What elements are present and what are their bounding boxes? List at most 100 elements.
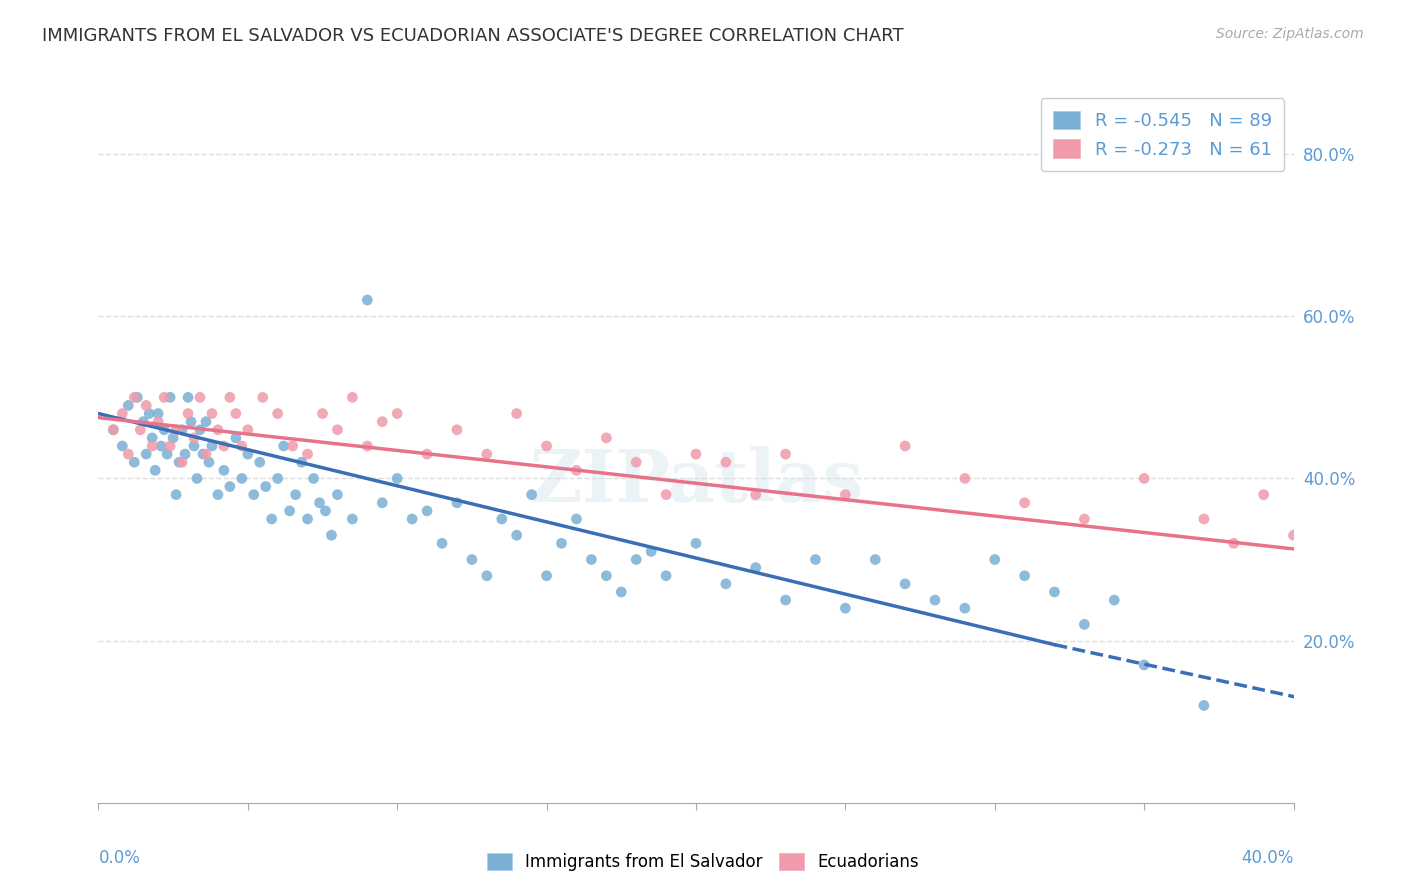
Point <box>231 439 253 453</box>
Point <box>775 593 797 607</box>
Point <box>156 447 179 461</box>
Point <box>1192 512 1215 526</box>
Point <box>138 407 160 421</box>
Point <box>626 552 648 566</box>
Point <box>1104 593 1126 607</box>
Point <box>565 512 588 526</box>
Text: ZIPatlas: ZIPatlas <box>529 446 863 517</box>
Point <box>1133 471 1156 485</box>
Point <box>506 407 529 421</box>
Point <box>219 479 242 493</box>
Point <box>267 471 290 485</box>
Point <box>506 528 529 542</box>
Point <box>416 504 439 518</box>
Point <box>111 407 134 421</box>
Point <box>565 463 588 477</box>
Point <box>297 447 319 461</box>
Point <box>342 512 364 526</box>
Point <box>111 439 134 453</box>
Point <box>278 504 301 518</box>
Point <box>1402 504 1406 518</box>
Point <box>1014 568 1036 582</box>
Text: IMMIGRANTS FROM EL SALVADOR VS ECUADORIAN ASSOCIATE'S DEGREE CORRELATION CHART: IMMIGRANTS FROM EL SALVADOR VS ECUADORIA… <box>42 27 904 45</box>
Point <box>249 455 271 469</box>
Point <box>148 415 170 429</box>
Point <box>172 423 194 437</box>
Point <box>129 423 152 437</box>
Point <box>143 463 166 477</box>
Point <box>865 552 887 566</box>
Point <box>260 512 283 526</box>
Point <box>177 407 200 421</box>
Point <box>243 488 266 502</box>
Point <box>141 439 163 453</box>
Point <box>953 601 976 615</box>
Point <box>212 463 235 477</box>
Point <box>536 568 558 582</box>
Point <box>356 439 378 453</box>
Point <box>148 407 170 421</box>
Point <box>714 455 737 469</box>
Point <box>198 455 221 469</box>
Point <box>416 447 439 461</box>
Point <box>103 423 125 437</box>
Point <box>236 423 259 437</box>
Point <box>1372 488 1395 502</box>
Point <box>745 560 768 574</box>
Point <box>162 431 184 445</box>
Legend: Immigrants from El Salvador, Ecuadorians: Immigrants from El Salvador, Ecuadorians <box>478 845 928 880</box>
Point <box>159 439 181 453</box>
Point <box>685 447 707 461</box>
Point <box>385 407 409 421</box>
Point <box>183 439 205 453</box>
Point <box>174 447 197 461</box>
Point <box>165 423 187 437</box>
Point <box>714 577 737 591</box>
Text: Source: ZipAtlas.com: Source: ZipAtlas.com <box>1216 27 1364 41</box>
Point <box>1312 617 1334 632</box>
Point <box>1343 617 1365 632</box>
Point <box>236 447 259 461</box>
Point <box>745 488 768 502</box>
Point <box>775 447 797 461</box>
Point <box>207 488 229 502</box>
Point <box>446 423 468 437</box>
Point <box>135 399 157 413</box>
Point <box>231 471 253 485</box>
Point <box>183 431 205 445</box>
Point <box>273 439 295 453</box>
Point <box>172 455 194 469</box>
Point <box>1223 536 1246 550</box>
Point <box>188 423 211 437</box>
Point <box>356 293 378 307</box>
Point <box>430 536 453 550</box>
Point <box>326 488 349 502</box>
Point <box>581 552 603 566</box>
Point <box>1133 657 1156 672</box>
Point <box>1014 496 1036 510</box>
Point <box>520 488 543 502</box>
Point <box>475 568 498 582</box>
Point <box>225 431 247 445</box>
Point <box>308 496 330 510</box>
Point <box>1073 617 1095 632</box>
Point <box>254 479 277 493</box>
Point <box>284 488 307 502</box>
Point <box>153 390 176 404</box>
Point <box>536 439 558 453</box>
Point <box>385 471 409 485</box>
Point <box>321 528 343 542</box>
Point <box>180 415 202 429</box>
Point <box>491 512 513 526</box>
Point <box>141 431 163 445</box>
Point <box>195 447 218 461</box>
Point <box>371 496 394 510</box>
Point <box>302 471 325 485</box>
Point <box>1043 585 1066 599</box>
Point <box>225 407 247 421</box>
Point <box>132 415 155 429</box>
Point <box>267 407 290 421</box>
Point <box>188 390 211 404</box>
Point <box>550 536 572 550</box>
Point <box>461 552 484 566</box>
